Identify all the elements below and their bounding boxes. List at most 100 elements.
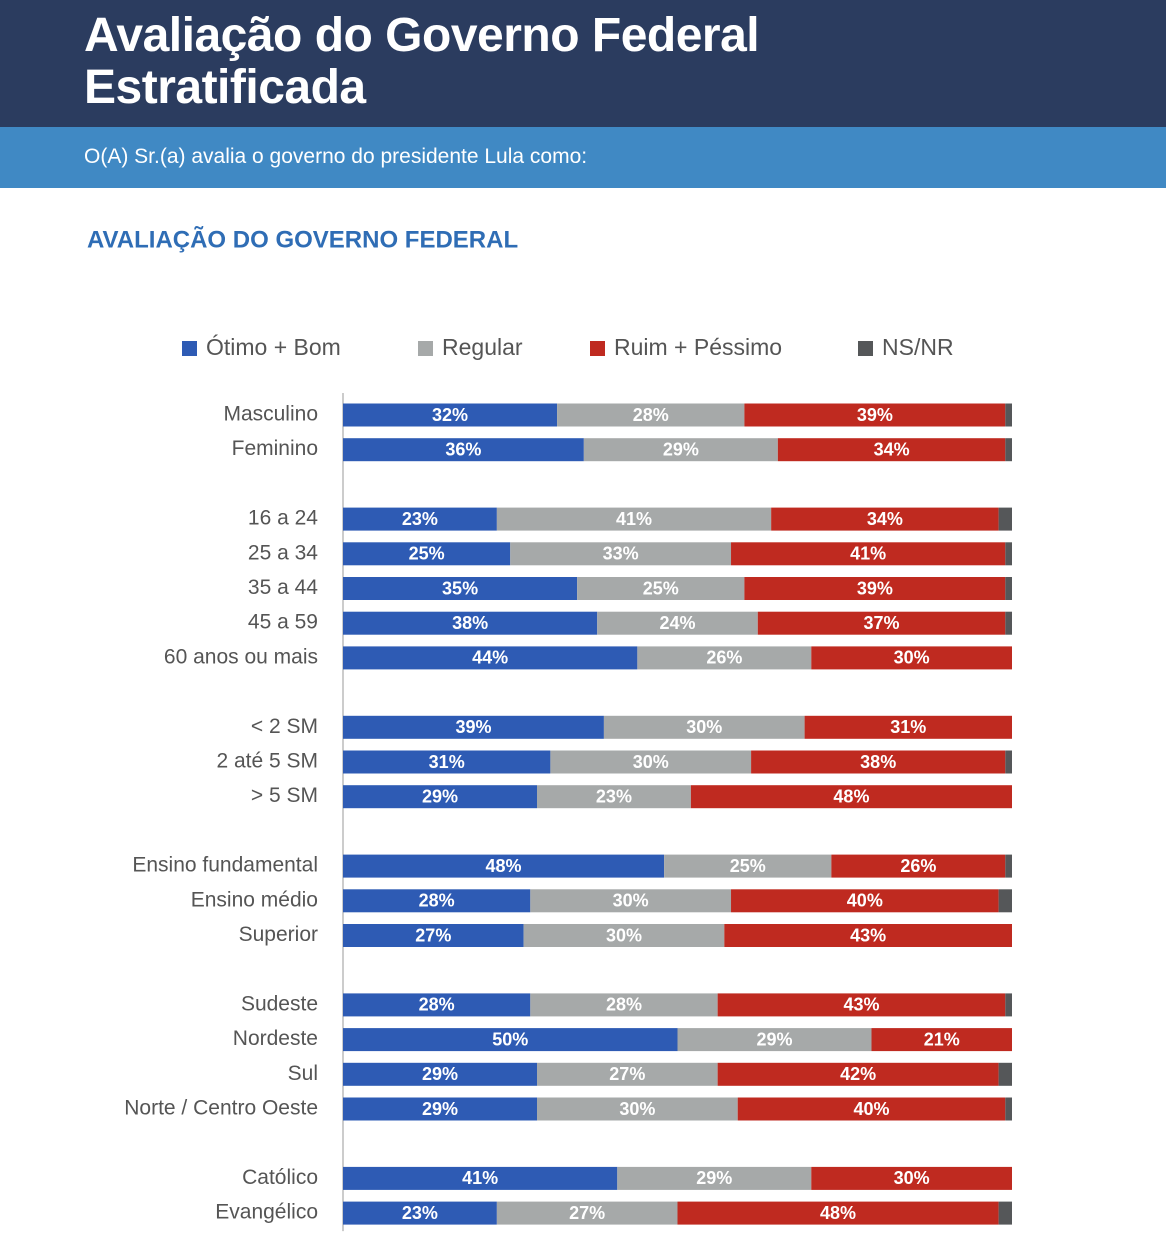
value-label: 33% bbox=[603, 544, 639, 564]
value-label: 30% bbox=[619, 1099, 655, 1119]
bar-segment bbox=[343, 542, 511, 566]
category-label: > 5 SM bbox=[251, 784, 318, 807]
legend-swatch bbox=[590, 341, 605, 356]
value-label: 38% bbox=[860, 752, 896, 772]
value-label: 41% bbox=[616, 509, 652, 529]
value-label: 39% bbox=[857, 578, 893, 598]
category-label: Feminino bbox=[232, 437, 318, 460]
value-label: 29% bbox=[422, 786, 458, 806]
bar-segment bbox=[343, 646, 638, 670]
value-label: 29% bbox=[422, 1064, 458, 1084]
bar-segment bbox=[583, 438, 778, 462]
category-label: 25 a 34 bbox=[248, 541, 318, 564]
bar-segment bbox=[998, 507, 1012, 531]
legend-label: Ruim + Péssimo bbox=[614, 334, 782, 360]
category-label: Nordeste bbox=[233, 1027, 318, 1050]
category-label: Sul bbox=[288, 1062, 318, 1085]
subtitle: O(A) Sr.(a) avalia o governo do presiden… bbox=[84, 145, 588, 168]
chart: AVALIAÇÃO DO GOVERNO FEDERAL Ótimo + Bom… bbox=[87, 225, 1012, 1232]
value-label: 25% bbox=[643, 578, 679, 598]
bar-segment bbox=[523, 924, 725, 947]
value-label: 31% bbox=[429, 752, 465, 772]
value-label: 31% bbox=[890, 717, 926, 737]
value-label: 23% bbox=[402, 1203, 438, 1223]
bar-segment bbox=[597, 611, 758, 635]
value-label: 21% bbox=[924, 1029, 960, 1049]
bar-segment bbox=[1005, 438, 1012, 462]
bar-segment bbox=[343, 1028, 678, 1052]
bar-segment bbox=[343, 438, 584, 462]
bar-segment bbox=[343, 785, 538, 809]
value-label: 32% bbox=[432, 405, 468, 425]
bar-segment bbox=[530, 993, 718, 1017]
bar-segment bbox=[343, 403, 558, 427]
value-label: 48% bbox=[820, 1203, 856, 1223]
category-label: Norte / Centro Oeste bbox=[124, 1097, 318, 1120]
legend-swatch bbox=[858, 341, 873, 356]
bar-segment bbox=[737, 1097, 1006, 1121]
value-label: 26% bbox=[706, 648, 742, 668]
value-label: 30% bbox=[686, 717, 722, 737]
bar-segment bbox=[677, 1028, 872, 1052]
bar-segment bbox=[577, 577, 745, 600]
bar-segment bbox=[343, 715, 604, 739]
bar-segment bbox=[811, 646, 1012, 670]
value-label: 43% bbox=[850, 925, 886, 945]
value-label: 27% bbox=[415, 925, 451, 945]
bar-segment bbox=[550, 750, 752, 774]
value-label: 24% bbox=[659, 613, 695, 633]
value-label: 50% bbox=[492, 1029, 528, 1049]
category-label: Católico bbox=[242, 1166, 318, 1189]
bar-segment bbox=[1005, 542, 1012, 566]
bar-segment bbox=[617, 1166, 812, 1190]
bar-segment bbox=[537, 1097, 738, 1121]
bar-segment bbox=[343, 1166, 618, 1190]
bar-segment bbox=[724, 924, 1012, 947]
value-label: 39% bbox=[455, 717, 491, 737]
bar-segment bbox=[998, 1201, 1012, 1225]
bar-segment bbox=[1005, 854, 1012, 878]
bar-segment bbox=[998, 889, 1012, 913]
subtitle-band bbox=[0, 127, 1166, 188]
category-label: 16 a 24 bbox=[248, 507, 318, 530]
bar-segment bbox=[811, 1166, 1012, 1190]
value-label: 39% bbox=[857, 405, 893, 425]
value-label: 38% bbox=[452, 613, 488, 633]
value-label: 41% bbox=[462, 1168, 498, 1188]
bar-segment bbox=[343, 507, 497, 531]
value-label: 28% bbox=[633, 405, 669, 425]
bar-segment bbox=[343, 924, 524, 947]
value-label: 30% bbox=[613, 891, 649, 911]
bar-segment bbox=[1005, 750, 1012, 774]
bar-segment bbox=[1005, 577, 1012, 600]
bar-segment bbox=[537, 785, 691, 809]
value-label: 28% bbox=[419, 995, 455, 1015]
chart-title: AVALIAÇÃO DO GOVERNO FEDERAL bbox=[87, 225, 518, 253]
value-label: 28% bbox=[419, 891, 455, 911]
bar-segment bbox=[343, 1097, 538, 1121]
value-label: 48% bbox=[486, 856, 522, 876]
value-label: 34% bbox=[874, 439, 910, 459]
bar-segment bbox=[343, 611, 598, 635]
category-label: < 2 SM bbox=[251, 715, 318, 738]
bar-segment bbox=[804, 715, 1012, 739]
category-label: 60 anos ou mais bbox=[164, 645, 318, 668]
value-label: 35% bbox=[442, 578, 478, 598]
bar-segment bbox=[343, 1062, 538, 1086]
bar-segment bbox=[343, 993, 531, 1017]
bar-segment bbox=[744, 577, 1006, 600]
category-label: 35 a 44 bbox=[248, 576, 318, 599]
value-label: 26% bbox=[900, 856, 936, 876]
bar-segment bbox=[717, 1062, 999, 1086]
bar-segment bbox=[998, 1062, 1012, 1086]
bar-segment bbox=[637, 646, 812, 670]
bar-segment bbox=[1005, 993, 1012, 1017]
bar-segment bbox=[343, 854, 665, 878]
header-band bbox=[0, 0, 1166, 127]
bar-segment bbox=[777, 438, 1006, 462]
value-label: 41% bbox=[850, 544, 886, 564]
bar-segment bbox=[603, 715, 805, 739]
bar-segment bbox=[664, 854, 832, 878]
bar-segment bbox=[771, 507, 999, 531]
